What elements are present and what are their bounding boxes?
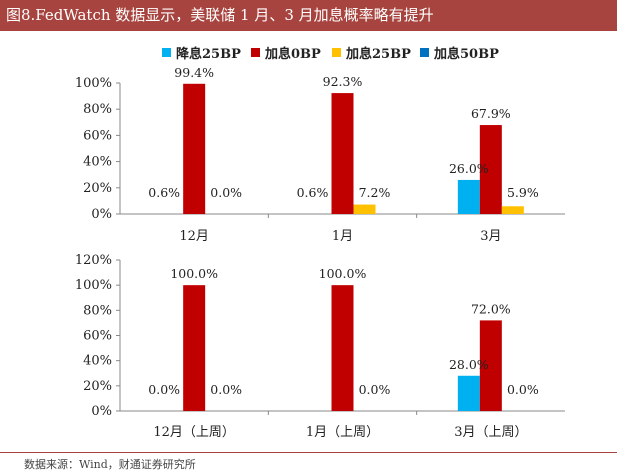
bar-chart-current: 0% 20% 40% 60% 80% 100% 12月 1月 3月 0.6% 99.4% 0.0% 0.…	[75, 68, 565, 244]
legend-item-hike-0bp: 加息0BP	[251, 43, 321, 62]
bar-加息0BP	[331, 93, 354, 214]
data-label: 26.0%	[449, 161, 489, 176]
data-label: 67.9%	[471, 106, 511, 121]
data-label: 0.0%	[210, 382, 242, 397]
x-category-label: 1月	[332, 229, 353, 244]
figure-title: 图8.FedWatch 数据显示，美联储 1 月、3 月加息概率略有提升	[0, 0, 617, 31]
bar-加息25BP	[501, 206, 524, 214]
x-category-label: 3月	[480, 229, 501, 244]
chart-legend: 降息25BP 加息0BP 加息25BP 加息50BP	[0, 41, 617, 63]
y-tick-label: 100%	[75, 278, 112, 293]
legend-item-hike-25bp: 加息25BP	[332, 43, 411, 62]
bar-降息25BP	[457, 179, 480, 214]
y-tick-label: 20%	[83, 379, 112, 394]
data-label: 0.6%	[148, 185, 180, 200]
y-tick-label: 60%	[83, 128, 112, 143]
data-label: 28.0%	[449, 357, 489, 372]
y-tick-label: 40%	[83, 354, 112, 369]
data-label: 0.0%	[359, 382, 391, 397]
data-label: 5.9%	[507, 185, 539, 200]
source-divider	[0, 452, 617, 453]
bar-加息0BP	[479, 320, 502, 411]
y-tick-label: 20%	[83, 181, 112, 196]
x-category-label: 3月（上周）	[454, 425, 527, 440]
bar-降息25BP	[457, 375, 480, 411]
y-tick-label: 60%	[83, 329, 112, 344]
data-label: 0.0%	[148, 382, 180, 397]
data-label: 99.4%	[174, 68, 214, 80]
data-label: 100.0%	[170, 266, 218, 281]
bar-加息0BP	[331, 285, 354, 411]
legend-swatch	[251, 48, 260, 57]
x-category-label: 12月	[179, 229, 209, 244]
data-label: 0.0%	[210, 185, 242, 200]
legend-label: 加息0BP	[265, 47, 321, 62]
legend-item-cut-25bp: 降息25BP	[162, 43, 241, 62]
legend-swatch	[162, 48, 171, 57]
data-label: 7.2%	[359, 185, 391, 200]
bar-加息0BP	[183, 83, 206, 214]
y-tick-label: 120%	[75, 253, 112, 268]
legend-item-hike-50bp: 加息50BP	[420, 43, 499, 62]
legend-label: 加息50BP	[434, 47, 499, 62]
bar-加息0BP	[183, 285, 206, 411]
y-tick-label: 100%	[75, 76, 112, 91]
x-category-label: 12月（上周）	[153, 425, 235, 440]
legend-swatch	[420, 48, 429, 57]
legend-label: 加息25BP	[346, 47, 411, 62]
x-category-label: 1月（上周）	[306, 425, 379, 440]
bar-加息25BP	[353, 204, 376, 214]
y-tick-label: 80%	[83, 102, 112, 117]
legend-label: 降息25BP	[176, 47, 241, 62]
y-tick-label: 40%	[83, 155, 112, 170]
y-tick-label: 0%	[91, 404, 112, 419]
source-note: 数据来源：Wind，财通证券研究所	[24, 458, 196, 471]
data-label: 100.0%	[319, 266, 367, 281]
bar-chart-last-week: 0% 20% 40% 60% 80% 100% 120% 12月（上周） 1月（上周） 3月（上周…	[75, 253, 565, 440]
data-label: 92.3%	[323, 74, 363, 89]
legend-swatch	[332, 48, 341, 57]
data-label: 72.0%	[471, 301, 511, 316]
data-label: 0.6%	[297, 185, 329, 200]
data-label: 0.0%	[507, 382, 539, 397]
y-tick-label: 0%	[91, 207, 112, 222]
y-tick-label: 80%	[83, 303, 112, 318]
bar-加息0BP	[479, 125, 502, 214]
